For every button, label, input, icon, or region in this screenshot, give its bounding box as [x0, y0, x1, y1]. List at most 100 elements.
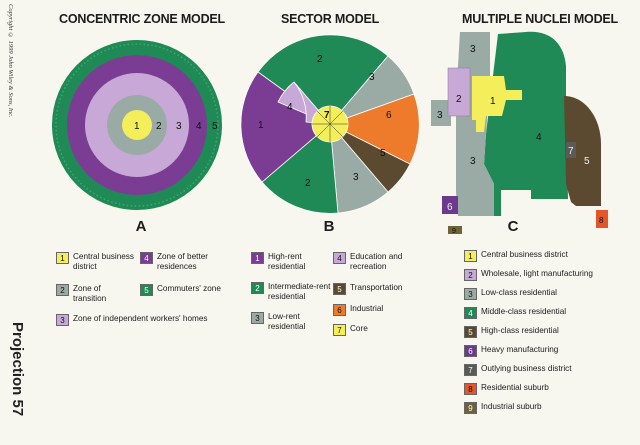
nuclei-zone-7 [566, 142, 576, 158]
ring-label-5: 5 [212, 121, 218, 132]
projection-label: Projection 57 [9, 322, 26, 417]
legend-label: Residential suburb [481, 383, 549, 392]
nuclei-zone-5 [564, 96, 601, 206]
legend-label: Wholesale, light manufacturing [481, 269, 593, 278]
legend-swatch: 5 [333, 283, 346, 295]
nuclei-label-9: 9 [452, 228, 456, 234]
nuclei-letter: C [507, 218, 519, 235]
nuclei-label-3-left: 3 [437, 110, 443, 121]
legend-nuclei-2: 2 Wholesale, light manufacturing [464, 269, 634, 281]
legend-swatch: 1 [251, 252, 264, 264]
legend-concentric-5: 5 Commuters' zone [140, 284, 232, 296]
legend-sector-5: 5 Transportation [333, 283, 423, 295]
sector-label-6: 6 [386, 110, 392, 121]
nuclei-zone-4 [484, 31, 568, 216]
nuclei-label-3-top: 3 [470, 44, 476, 55]
legend-nuclei-1: 1 Central business district [464, 250, 634, 262]
ring-commuters-dots [55, 43, 219, 207]
sector-label-4: 4 [287, 102, 293, 113]
nuclei-label-1: 1 [490, 96, 496, 107]
legend-swatch: 3 [56, 314, 69, 326]
legend-label: Zone of better residences [157, 252, 208, 271]
legend-nuclei-7: 7 Outlying business district [464, 364, 634, 376]
legend-concentric-2: 2 Zone of transition [56, 284, 126, 304]
legend-swatch: 7 [333, 324, 346, 336]
legend-nuclei-6: 6 Heavy manufacturing [464, 345, 634, 357]
nuclei-diagram: 3 2 1 3 4 3 7 5 6 9 8 [431, 31, 608, 234]
nuclei-zone-6 [442, 196, 458, 214]
sector-label-2-bottom: 2 [305, 178, 311, 189]
legend-swatch: 8 [464, 383, 477, 395]
nuclei-zone-2 [447, 67, 471, 117]
legend-sector-2: 2 Intermediate-rent residential [251, 282, 331, 302]
nuclei-label-7: 7 [568, 146, 574, 157]
legend-swatch: 2 [464, 269, 477, 281]
legend-sector-1: 1 High-rent residential [251, 252, 323, 272]
sector-letter: B [323, 218, 335, 235]
legend-swatch: 9 [464, 402, 477, 414]
ring-label-1: 1 [134, 121, 140, 132]
legend-concentric-3: 3 Zone of independent workers' homes [56, 314, 236, 326]
legend-swatch: 2 [251, 282, 264, 294]
legend-swatch: 2 [56, 284, 69, 296]
ring-label-2: 2 [156, 121, 162, 132]
legend-sector-3: 3 Low-rent residential [251, 312, 323, 332]
legend-label: Education and recreation [350, 252, 403, 271]
legend-label: Central business district [73, 252, 134, 271]
nuclei-zone-1 [472, 76, 522, 132]
legend-swatch: 5 [464, 326, 477, 338]
sector-title: SECTOR MODEL [280, 12, 380, 26]
legend-label: Middle-class residential [481, 307, 567, 316]
legend-concentric-4: 4 Zone of better residences [140, 252, 232, 272]
sector-label-7: 7 [324, 110, 330, 121]
sector-2-top [257, 34, 389, 125]
legend-sector-6: 6 Industrial [333, 304, 423, 316]
copyright-notice: Copyright © 1999 John Wiley & Sons, Inc. [7, 4, 14, 118]
legend-label: Transportation [350, 283, 403, 292]
legend-nuclei-5: 5 High-class residential [464, 326, 634, 338]
legend-swatch: 6 [464, 345, 477, 357]
legend-swatch: 4 [333, 252, 346, 264]
legend-swatch: 1 [464, 250, 477, 262]
legend-nuclei-8: 8 Residential suburb [464, 383, 634, 395]
sector-diagram: 2 3 6 5 3 2 1 4 7 [240, 34, 420, 214]
legend-swatch: 7 [464, 364, 477, 376]
legend-swatch: 1 [56, 252, 69, 264]
legend-nuclei-3: 3 Low-class residential [464, 288, 634, 300]
legend-swatch: 4 [140, 252, 153, 264]
legend-label: Heavy manufacturing [481, 345, 559, 354]
nuclei-label-8: 8 [599, 216, 604, 225]
legend-sector-4: 4 Education and recreation [333, 252, 423, 272]
legend-label: Low-rent residential [268, 312, 306, 331]
nuclei-zone-8 [596, 210, 608, 228]
nuclei-zone-3-left [431, 100, 451, 126]
nuclei-title: MULTIPLE NUCLEI MODEL [462, 12, 618, 26]
nuclei-label-3-mid: 3 [470, 156, 476, 167]
legend-swatch: 3 [251, 312, 264, 324]
legend-label: Intermediate-rent residential [268, 282, 331, 301]
sector-label-5: 5 [380, 148, 386, 159]
nuclei-label-2: 2 [456, 94, 462, 105]
legend-label: Zone of transition [73, 284, 107, 303]
legend-label: Zone of independent workers' homes [73, 314, 208, 323]
sector-label-2-top: 2 [317, 54, 323, 65]
nuclei-label-4: 4 [536, 132, 542, 143]
nuclei-label-6: 6 [447, 202, 453, 213]
ring-label-4: 4 [196, 121, 202, 132]
legend-label: Commuters' zone [157, 284, 221, 293]
legend-label: Industrial [350, 304, 384, 313]
sector-6-industrial [328, 93, 420, 165]
legend-sector-7: 7 Core [333, 324, 423, 336]
concentric-letter: A [135, 218, 147, 235]
sector-label-1: 1 [258, 120, 264, 131]
legend-label: High-rent residential [268, 252, 306, 271]
concentric-title: CONCENTRIC ZONE MODEL [59, 12, 225, 26]
ring-cbd [122, 110, 152, 140]
legend-label: Outlying business district [481, 364, 572, 373]
legend-nuclei-9: 9 Industrial suburb [464, 402, 634, 414]
legend-swatch: 3 [464, 288, 477, 300]
legend-swatch: 5 [140, 284, 153, 296]
ring-label-3: 3 [176, 121, 182, 132]
legend-label: High-class residential [481, 326, 559, 335]
legend-label: Industrial suburb [481, 402, 542, 411]
